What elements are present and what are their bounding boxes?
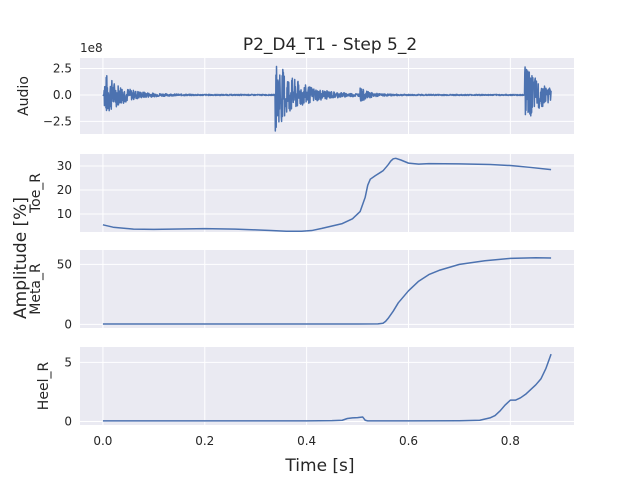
panel-toe-r: Toe_R 10 20 30	[28, 154, 574, 233]
y-axis-label: Toe_R	[28, 173, 44, 214]
panel-background	[80, 154, 574, 232]
y-tick-label: 30	[57, 159, 72, 173]
y-tick-label: 20	[57, 183, 72, 197]
panel-meta-r: Meta_R 0 50	[28, 250, 574, 331]
y-tick-label: 0	[64, 414, 72, 428]
offset-label: 1e8	[80, 41, 103, 55]
x-tick-label: 0.6	[399, 434, 418, 448]
x-tick-label: 0.0	[93, 434, 112, 448]
panel-heel-r: Heel_R 0 5 0.0 0.2 0.4 0.6 0.8	[36, 347, 574, 448]
shared-y-axis-label: Amplitude [%]	[11, 197, 31, 319]
chart-title: P2_D4_T1 - Step 5_2	[243, 35, 417, 55]
y-tick-label: 0	[64, 317, 72, 331]
series-line	[102, 65, 552, 132]
y-tick-label: 10	[57, 207, 72, 221]
y-tick-label: −2.5	[43, 114, 72, 128]
x-tick-label: 0.2	[195, 434, 214, 448]
series-line	[102, 257, 552, 325]
series-line	[102, 353, 552, 422]
panel-background	[80, 347, 574, 425]
y-axis-label: Audio	[16, 76, 32, 116]
y-tick-label: 2.5	[53, 62, 72, 76]
panel-background	[80, 250, 574, 328]
y-tick-label: 50	[57, 257, 72, 271]
x-tick-label: 0.4	[297, 434, 316, 448]
y-tick-label: 0.0	[53, 88, 72, 102]
x-axis-label: Time [s]	[284, 456, 354, 476]
series-line	[102, 157, 552, 233]
y-tick-label: 5	[64, 355, 72, 369]
x-tick-label: 0.8	[501, 434, 520, 448]
panel-audio: Audio 1e8 2.5 0.0 −2.5	[16, 41, 574, 134]
y-axis-label: Meta_R	[28, 263, 44, 315]
y-axis-label: Heel_R	[36, 362, 52, 411]
